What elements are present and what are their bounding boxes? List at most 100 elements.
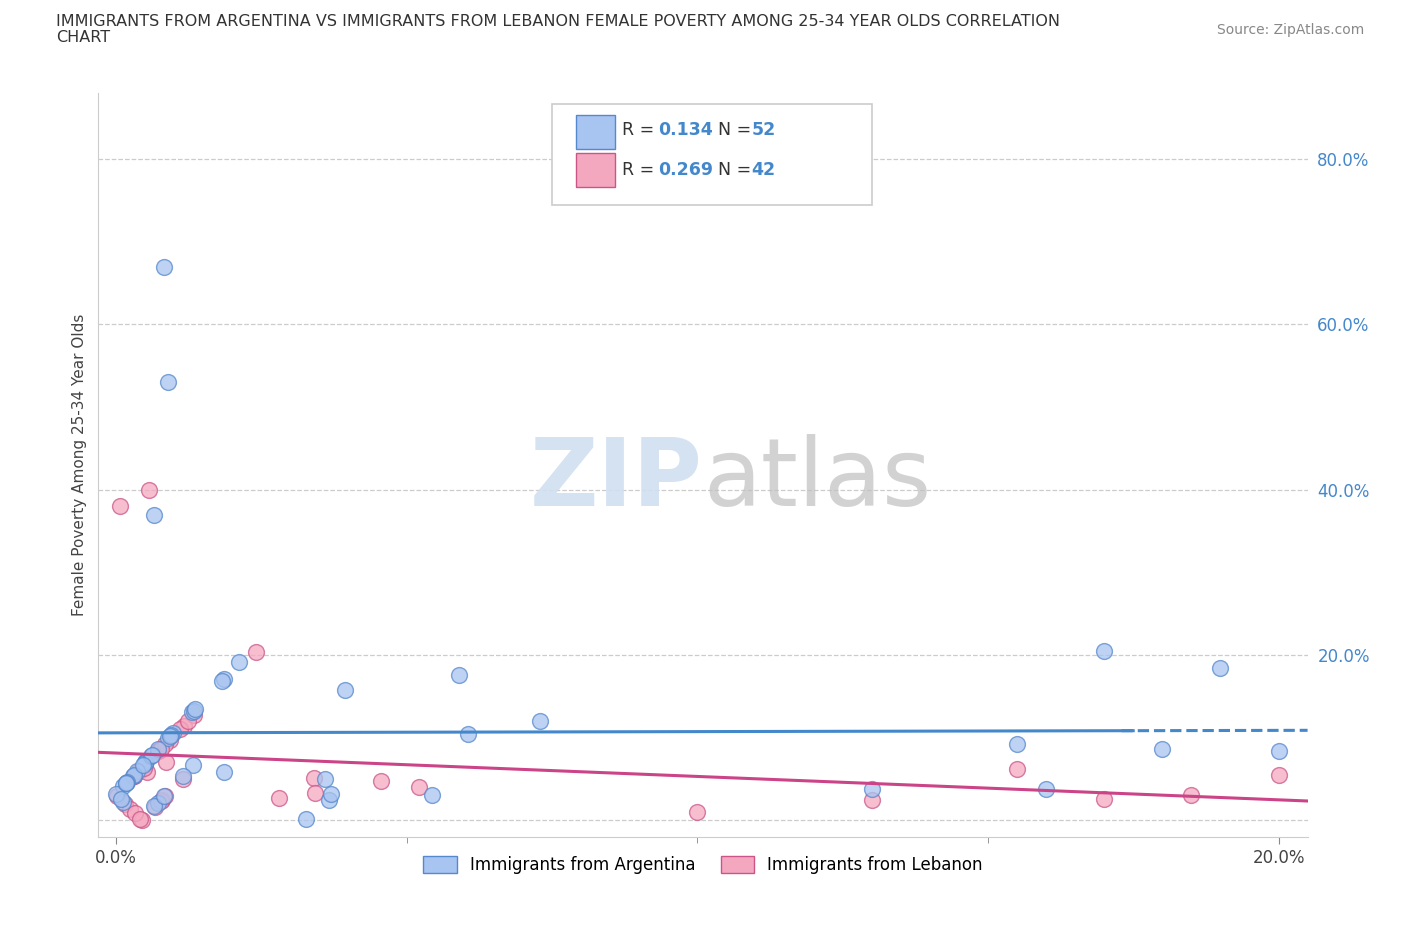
Point bbox=[132, 757, 155, 772]
Point bbox=[1267, 743, 1289, 758]
Point bbox=[212, 671, 235, 686]
Point bbox=[131, 813, 153, 828]
Point bbox=[112, 778, 135, 793]
Point bbox=[319, 786, 342, 801]
Point bbox=[136, 765, 159, 780]
Point bbox=[162, 725, 184, 740]
Point bbox=[134, 761, 156, 776]
Point bbox=[134, 755, 156, 770]
Y-axis label: Female Poverty Among 25-34 Year Olds: Female Poverty Among 25-34 Year Olds bbox=[72, 313, 87, 617]
Point bbox=[314, 772, 336, 787]
Point bbox=[141, 748, 163, 763]
Point bbox=[686, 804, 709, 819]
Point bbox=[183, 703, 205, 718]
Point bbox=[125, 764, 148, 778]
Point bbox=[181, 705, 204, 720]
FancyBboxPatch shape bbox=[576, 114, 614, 149]
Text: N =: N = bbox=[707, 121, 756, 140]
Point bbox=[184, 702, 207, 717]
Point bbox=[124, 806, 146, 821]
Point bbox=[118, 802, 141, 817]
Point bbox=[860, 793, 883, 808]
Point bbox=[153, 259, 176, 274]
FancyBboxPatch shape bbox=[551, 104, 872, 205]
Point bbox=[112, 794, 135, 809]
Text: R =: R = bbox=[621, 161, 659, 179]
Point bbox=[157, 375, 180, 390]
Text: 0.134: 0.134 bbox=[658, 121, 713, 140]
Point bbox=[1180, 787, 1202, 802]
Point bbox=[148, 744, 170, 759]
Point bbox=[1092, 644, 1115, 658]
Point bbox=[150, 792, 173, 807]
Legend: Immigrants from Argentina, Immigrants from Lebanon: Immigrants from Argentina, Immigrants fr… bbox=[416, 849, 990, 881]
Point bbox=[318, 792, 340, 807]
Point bbox=[1005, 737, 1028, 751]
Point bbox=[114, 776, 136, 790]
Text: 42: 42 bbox=[751, 161, 776, 179]
Point bbox=[143, 799, 166, 814]
Text: 52: 52 bbox=[751, 121, 776, 140]
Point bbox=[139, 749, 162, 764]
Text: 0.269: 0.269 bbox=[658, 161, 713, 179]
Point bbox=[159, 727, 181, 742]
Point bbox=[267, 790, 290, 805]
Point bbox=[138, 483, 160, 498]
FancyBboxPatch shape bbox=[576, 153, 614, 188]
Point bbox=[172, 771, 194, 786]
Point bbox=[169, 722, 191, 737]
Point bbox=[150, 793, 173, 808]
Point bbox=[115, 776, 138, 790]
Point bbox=[211, 673, 233, 688]
Point bbox=[302, 771, 325, 786]
Point bbox=[110, 792, 132, 807]
Point bbox=[143, 799, 166, 814]
Text: Source: ZipAtlas.com: Source: ZipAtlas.com bbox=[1216, 23, 1364, 37]
Point bbox=[447, 668, 470, 683]
Point bbox=[146, 741, 169, 756]
Point bbox=[245, 644, 267, 659]
Point bbox=[146, 795, 169, 810]
Point bbox=[1005, 762, 1028, 777]
Point bbox=[128, 811, 150, 826]
Point bbox=[128, 764, 150, 778]
Point bbox=[370, 774, 392, 789]
Point bbox=[304, 785, 326, 800]
Point bbox=[159, 728, 181, 743]
Point bbox=[212, 764, 235, 779]
Text: CHART: CHART bbox=[56, 30, 110, 45]
Point bbox=[529, 713, 551, 728]
Point bbox=[105, 788, 128, 803]
Point bbox=[159, 732, 181, 747]
Text: IMMIGRANTS FROM ARGENTINA VS IMMIGRANTS FROM LEBANON FEMALE POVERTY AMONG 25-34 : IMMIGRANTS FROM ARGENTINA VS IMMIGRANTS … bbox=[56, 14, 1060, 29]
Point bbox=[157, 730, 180, 745]
Text: R =: R = bbox=[621, 121, 659, 140]
Point bbox=[1035, 781, 1057, 796]
Point bbox=[122, 768, 145, 783]
Point bbox=[149, 741, 172, 756]
Point bbox=[134, 758, 156, 773]
Point bbox=[122, 768, 145, 783]
Point bbox=[155, 754, 177, 769]
Text: ZIP: ZIP bbox=[530, 434, 703, 525]
Point bbox=[228, 655, 250, 670]
Point bbox=[115, 775, 138, 790]
Point bbox=[114, 797, 136, 812]
Point bbox=[155, 789, 177, 804]
Point bbox=[104, 786, 127, 801]
Point bbox=[122, 767, 145, 782]
Point bbox=[457, 727, 479, 742]
Point bbox=[173, 718, 195, 733]
Point bbox=[183, 708, 205, 723]
Point bbox=[295, 811, 318, 826]
Text: atlas: atlas bbox=[703, 434, 931, 525]
Point bbox=[152, 789, 174, 804]
Point bbox=[177, 713, 200, 728]
Text: N =: N = bbox=[707, 161, 756, 179]
Point bbox=[153, 737, 176, 751]
Point bbox=[420, 788, 443, 803]
Point bbox=[110, 498, 132, 513]
Point bbox=[1092, 791, 1115, 806]
Point bbox=[1267, 768, 1289, 783]
Point bbox=[134, 755, 156, 770]
